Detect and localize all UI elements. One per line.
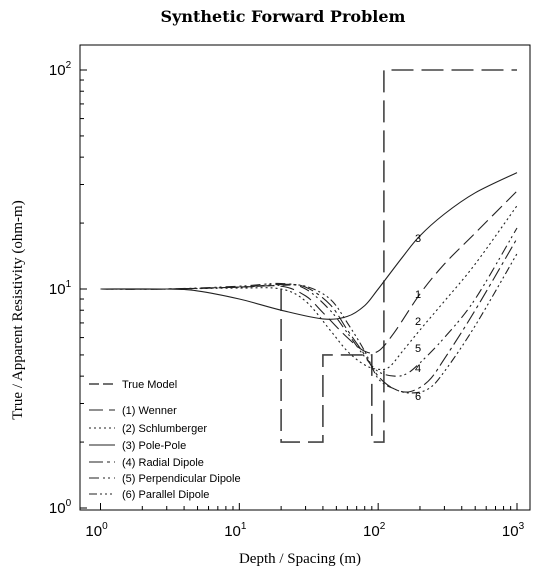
y-tick-label: 100 (49, 498, 72, 517)
true-model-layer (280, 69, 517, 443)
curve-label-4: 4 (415, 363, 421, 375)
plot-frame (79, 44, 531, 511)
legend-label-4: (4) Radial Dipole (122, 457, 204, 469)
legend-label-5: (5) Perpendicular Dipole (122, 473, 241, 485)
y-axis: 100 101 102 (49, 60, 87, 517)
series-line-4 (100, 238, 518, 393)
y-tick-label: 102 (49, 60, 72, 79)
x-axis: 100 101 102 103 (85, 503, 525, 540)
curve-label-1: 1 (415, 289, 421, 301)
x-tick-label: 101 (224, 521, 247, 540)
legend-label-3: (3) Pole-Pole (122, 440, 186, 452)
series-line-5 (100, 227, 518, 377)
series-line-3 (100, 172, 518, 320)
true-model-line (280, 69, 517, 443)
x-tick-label: 103 (502, 521, 525, 540)
series-line-6 (100, 253, 518, 394)
chart-title: Synthetic Forward Problem (161, 7, 406, 26)
x-tick-label: 100 (85, 521, 108, 540)
legend-label-6: (6) Parallel Dipole (122, 489, 209, 501)
curve-label-2: 2 (415, 316, 421, 328)
x-tick-label: 102 (363, 521, 386, 540)
plot-area (79, 44, 531, 511)
curve-labels: 1 2 3 4 5 6 (415, 233, 421, 403)
legend: True Model (1) Wenner (2) Schlumberger (3) … (89, 379, 241, 501)
legend-label-1: (1) Wenner (122, 405, 177, 417)
y-tick-label: 101 (49, 279, 72, 298)
legend-label-true-model: True Model (122, 379, 177, 391)
series-line-2 (100, 205, 518, 371)
y-axis-label: True / Apparent Resistivity (ohm-m) (10, 200, 26, 419)
curve-label-6: 6 (415, 391, 421, 403)
series-layer (100, 172, 518, 394)
legend-label-2: (2) Schlumberger (122, 423, 207, 435)
curve-label-5: 5 (415, 343, 421, 355)
x-axis-label: Depth / Spacing (m) (239, 551, 361, 567)
curve-label-3: 3 (415, 233, 421, 245)
series-line-1 (100, 190, 518, 354)
